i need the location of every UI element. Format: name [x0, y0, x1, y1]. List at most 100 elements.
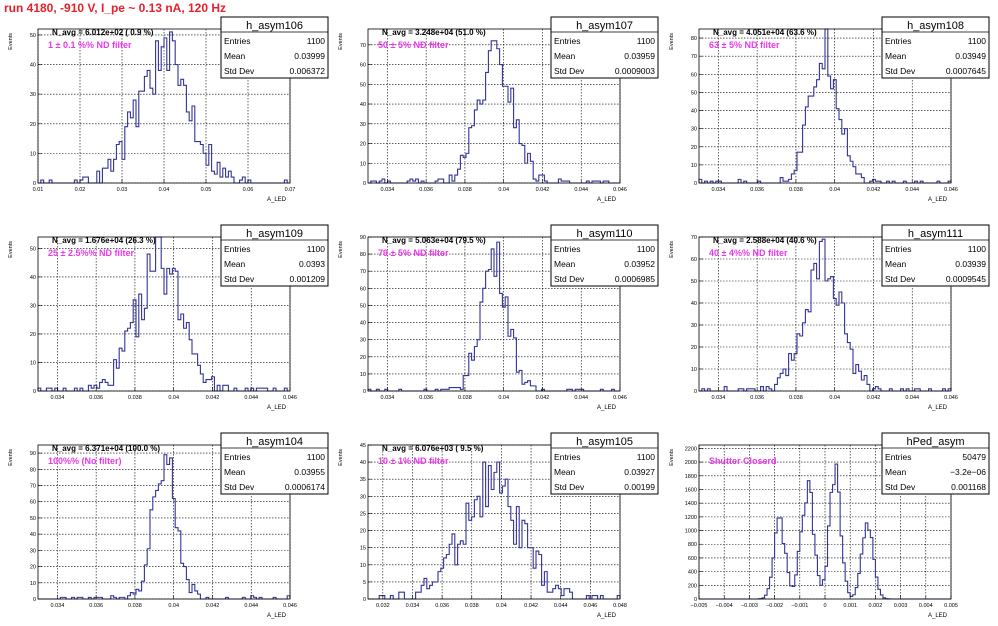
- y-tick-label: 1600: [685, 487, 697, 493]
- x-tick-label: 0.042: [536, 395, 550, 401]
- x-tick-label: 0.02: [75, 187, 86, 193]
- filter-label: 63 ± 5% ND filter: [709, 40, 780, 50]
- y-tick-label: 20: [30, 332, 36, 338]
- stats-box: [550, 432, 659, 495]
- stats-label: Entries: [224, 244, 250, 254]
- plot-frame: [367, 236, 621, 392]
- x-tick-label: 0.04: [498, 395, 509, 401]
- x-axis-label: A_LED: [267, 613, 287, 619]
- run-title: run 4180, -910 V, I_pe ~ 0.13 nA, 120 Hz: [4, 1, 227, 15]
- stats-value: 0.03955: [294, 467, 325, 477]
- y-tick-label: 50: [691, 279, 697, 285]
- histogram-svg: 0.01 0.02 0.03 0.04 0.05 0.06 0.07 0 10 20 30 40 50 E…: [8, 16, 329, 203]
- navg-label: N_avg = 6.076e+03 ( 9.5 %): [382, 444, 484, 453]
- x-tick-label: 0.036: [419, 395, 433, 401]
- navg-label: N_avg = 5.063e+04 (79.5 %): [382, 236, 486, 245]
- y-tick-label: 90: [360, 235, 366, 241]
- stats-value: 1100: [307, 452, 326, 462]
- histogram-panel-h_asym104: 0.034 0.036 0.038 0.04 0.042 0.044 0.046 0 10 20 3…: [0, 431, 330, 626]
- y-axis-label: Events: [669, 241, 675, 258]
- plot-frame: [37, 444, 291, 600]
- y-tick-label: 10: [30, 581, 36, 587]
- x-tick-label: 0.036: [750, 187, 764, 193]
- stats-label: Mean: [224, 51, 246, 61]
- stats-value: 0.0393: [299, 259, 325, 269]
- stats-value: 0.03952: [624, 259, 655, 269]
- x-tick-label: 0.044: [244, 603, 258, 609]
- x-axis-label: A_LED: [267, 197, 287, 203]
- filter-label: 100%% (No filter): [48, 456, 122, 466]
- histogram-panel-h_asym108: 0.034 0.036 0.038 0.04 0.042 0.044 0.046 0 10 20 3…: [661, 15, 991, 210]
- x-tick-label: 0.046: [613, 187, 627, 193]
- stats-value: 0.03959: [624, 51, 655, 61]
- y-tick-label: 50: [360, 303, 366, 309]
- y-tick-label: 90: [30, 451, 36, 457]
- filter-label: Shutter Closerd: [709, 456, 777, 466]
- y-tick-label: 60: [360, 286, 366, 292]
- x-tick-label: 0.036: [750, 395, 764, 401]
- y-tick-label: 40: [360, 321, 366, 327]
- y-tick-label: 10: [360, 563, 366, 569]
- stats-label: Std Dev: [224, 482, 255, 492]
- y-tick-label: 70: [691, 54, 697, 60]
- x-tick-label: 0.034: [381, 187, 395, 193]
- navg-label: N_avg = 6.012e+02 ( 0.9 %): [52, 28, 154, 37]
- x-tick-label: 0.044: [554, 603, 568, 609]
- histogram-svg: −0.005 −0.004 −0.003 −0.002 −0.001 0 0.001 0.00…: [669, 432, 990, 619]
- y-tick-label: 20: [30, 565, 36, 571]
- plot-frame: [698, 28, 952, 184]
- stats-label: Entries: [885, 452, 911, 462]
- histogram-svg: 0.034 0.036 0.038 0.04 0.042 0.044 0.046 0 10 20 3…: [669, 16, 990, 203]
- x-tick-label: −0.001: [791, 603, 808, 609]
- x-tick-label: 0.034: [712, 395, 726, 401]
- y-tick-label: 10: [691, 163, 697, 169]
- x-tick-label: 0.038: [128, 395, 142, 401]
- y-axis-label: Events: [669, 33, 675, 50]
- y-axis-label: Events: [338, 449, 344, 466]
- x-axis-label: A_LED: [928, 197, 948, 203]
- y-tick-label: 5: [363, 580, 366, 586]
- x-tick-label: 0.036: [89, 603, 103, 609]
- x-tick-label: 0.004: [919, 603, 933, 609]
- stats-label: Std Dev: [554, 482, 585, 492]
- stats-value: 1100: [968, 36, 987, 46]
- y-tick-label: 30: [691, 323, 697, 329]
- histogram-svg: 0.034 0.036 0.038 0.04 0.042 0.044 0.046 0 10 20 3…: [338, 16, 659, 203]
- stats-label: Mean: [554, 467, 576, 477]
- stats-value: 0.0009003: [615, 66, 655, 76]
- stats-box: [220, 432, 329, 495]
- x-tick-label: 0.044: [574, 395, 588, 401]
- x-tick-label: 0.038: [789, 395, 803, 401]
- x-axis-label: A_LED: [928, 405, 948, 411]
- y-tick-label: 0: [694, 181, 697, 187]
- stats-value: 1100: [637, 452, 656, 462]
- histogram-svg: 0.032 0.034 0.036 0.038 0.04 0.042 0.044 0.046 0…: [338, 432, 659, 619]
- x-tick-label: 0.003: [894, 603, 908, 609]
- stats-value: 0.00199: [624, 482, 655, 492]
- x-tick-label: 0.04: [168, 395, 179, 401]
- histogram-svg: 0.034 0.036 0.038 0.04 0.042 0.044 0.046 0 10 20 3…: [8, 224, 329, 411]
- y-tick-label: 10: [30, 360, 36, 366]
- x-tick-label: 0.038: [465, 603, 479, 609]
- stats-label: Std Dev: [224, 66, 255, 76]
- stats-value: 1100: [307, 244, 326, 254]
- y-axis-label: Events: [338, 33, 344, 50]
- x-tick-label: 0.034: [51, 603, 65, 609]
- histogram-name: h_asym111: [908, 228, 963, 240]
- x-tick-label: −0.002: [766, 603, 783, 609]
- y-tick-label: 20: [360, 529, 366, 535]
- histogram-panel-h_asym107: 0.034 0.036 0.038 0.04 0.042 0.044 0.046 0 10 20 3…: [330, 15, 660, 210]
- x-tick-label: 0.046: [944, 395, 958, 401]
- stats-box: [881, 224, 990, 287]
- stats-box: [550, 16, 659, 79]
- histogram-name: h_asym106: [246, 20, 303, 32]
- x-tick-label: 0.04: [829, 395, 840, 401]
- histogram-step-line: [698, 28, 952, 184]
- y-tick-label: 30: [30, 548, 36, 554]
- y-tick-label: 30: [30, 92, 36, 98]
- x-tick-label: 0.038: [128, 603, 142, 609]
- filter-label: 1 ± 0.1 %% ND filter: [48, 40, 132, 50]
- stats-label: Mean: [554, 259, 576, 269]
- filter-label: 25 ± 2.5%% ND filter: [48, 248, 134, 258]
- y-tick-label: 40: [691, 301, 697, 307]
